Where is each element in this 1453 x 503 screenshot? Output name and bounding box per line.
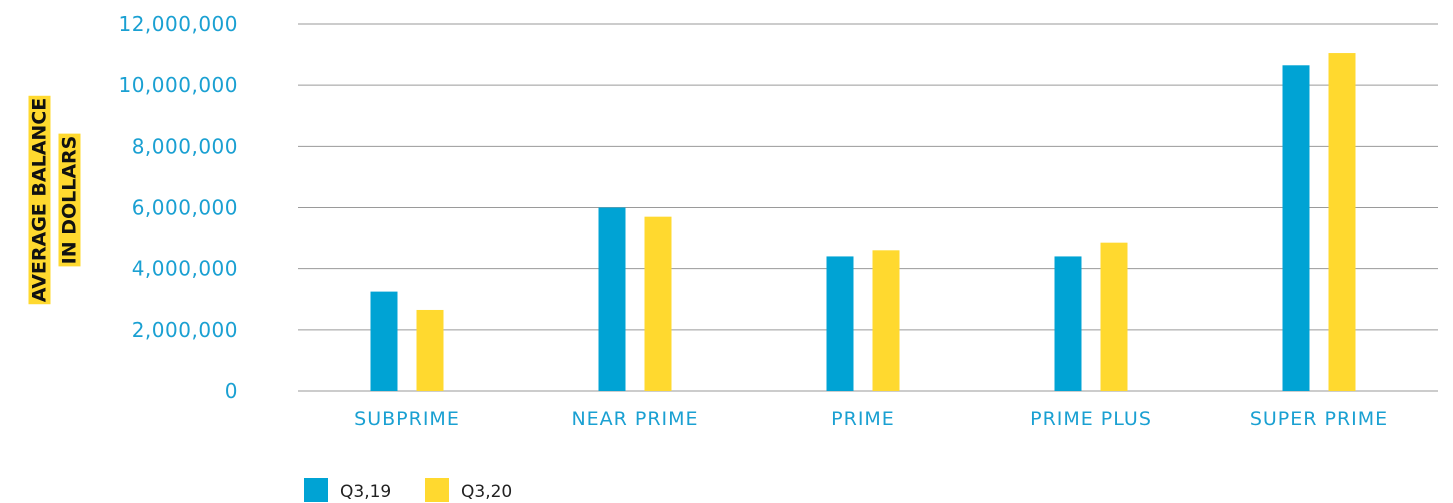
y-axis-label: AVERAGE BALANCE IN DOLLARS — [28, 95, 81, 305]
x-tick-label: SUBPRIME — [354, 408, 460, 430]
y-tick-label: 6,000,000 — [132, 196, 238, 220]
x-tick-label: SUPER PRIME — [1250, 408, 1388, 430]
x-tick-label: PRIME PLUS — [1030, 408, 1152, 430]
bar-q3-20 — [644, 216, 672, 391]
x-tick-label: PRIME — [831, 408, 895, 430]
bar-q3-19 — [370, 291, 398, 391]
bar-q3-20 — [416, 309, 444, 391]
bar-q3-20 — [872, 250, 900, 391]
bar-q3-19 — [826, 256, 854, 391]
legend-swatch — [304, 478, 328, 502]
y-axis-label-highlight — [58, 133, 81, 267]
y-axis-label-line: IN DOLLARS — [58, 133, 81, 267]
y-axis-label-highlight — [28, 95, 51, 305]
y-tick-label: 8,000,000 — [132, 134, 238, 158]
legend: Q3,19 Q3,20 — [304, 478, 512, 502]
legend-swatch — [425, 478, 449, 502]
y-tick-label: 10,000,000 — [118, 73, 238, 97]
x-tick-label: NEAR PRIME — [571, 408, 698, 430]
legend-label: Q3,20 — [461, 482, 512, 502]
y-axis-label-text: IN DOLLARS — [59, 136, 81, 265]
legend-label: Q3,19 — [340, 482, 391, 502]
bar-q3-19 — [1054, 256, 1082, 391]
y-axis-label-text: AVERAGE BALANCE — [29, 98, 51, 302]
bar-q3-19 — [598, 207, 626, 391]
bar-q3-20 — [1328, 53, 1356, 391]
y-tick-labels: 0 2,000,000 4,000,000 6,000,000 8,000,000 10,… — [118, 12, 238, 403]
y-tick-label: 2,000,000 — [132, 318, 238, 342]
bars — [370, 53, 1356, 391]
y-tick-label: 12,000,000 — [118, 12, 238, 36]
gridlines — [298, 23, 1438, 392]
bar-q3-20 — [1100, 242, 1128, 391]
y-tick-label: 4,000,000 — [132, 257, 238, 281]
x-tick-labels: SUBPRIME NEAR PRIME PRIME PRIME PLUS SUPER P… — [354, 408, 1388, 430]
y-tick-label: 0 — [225, 379, 238, 403]
bar-q3-19 — [1282, 65, 1310, 391]
y-axis-label-line: AVERAGE BALANCE — [28, 95, 51, 305]
